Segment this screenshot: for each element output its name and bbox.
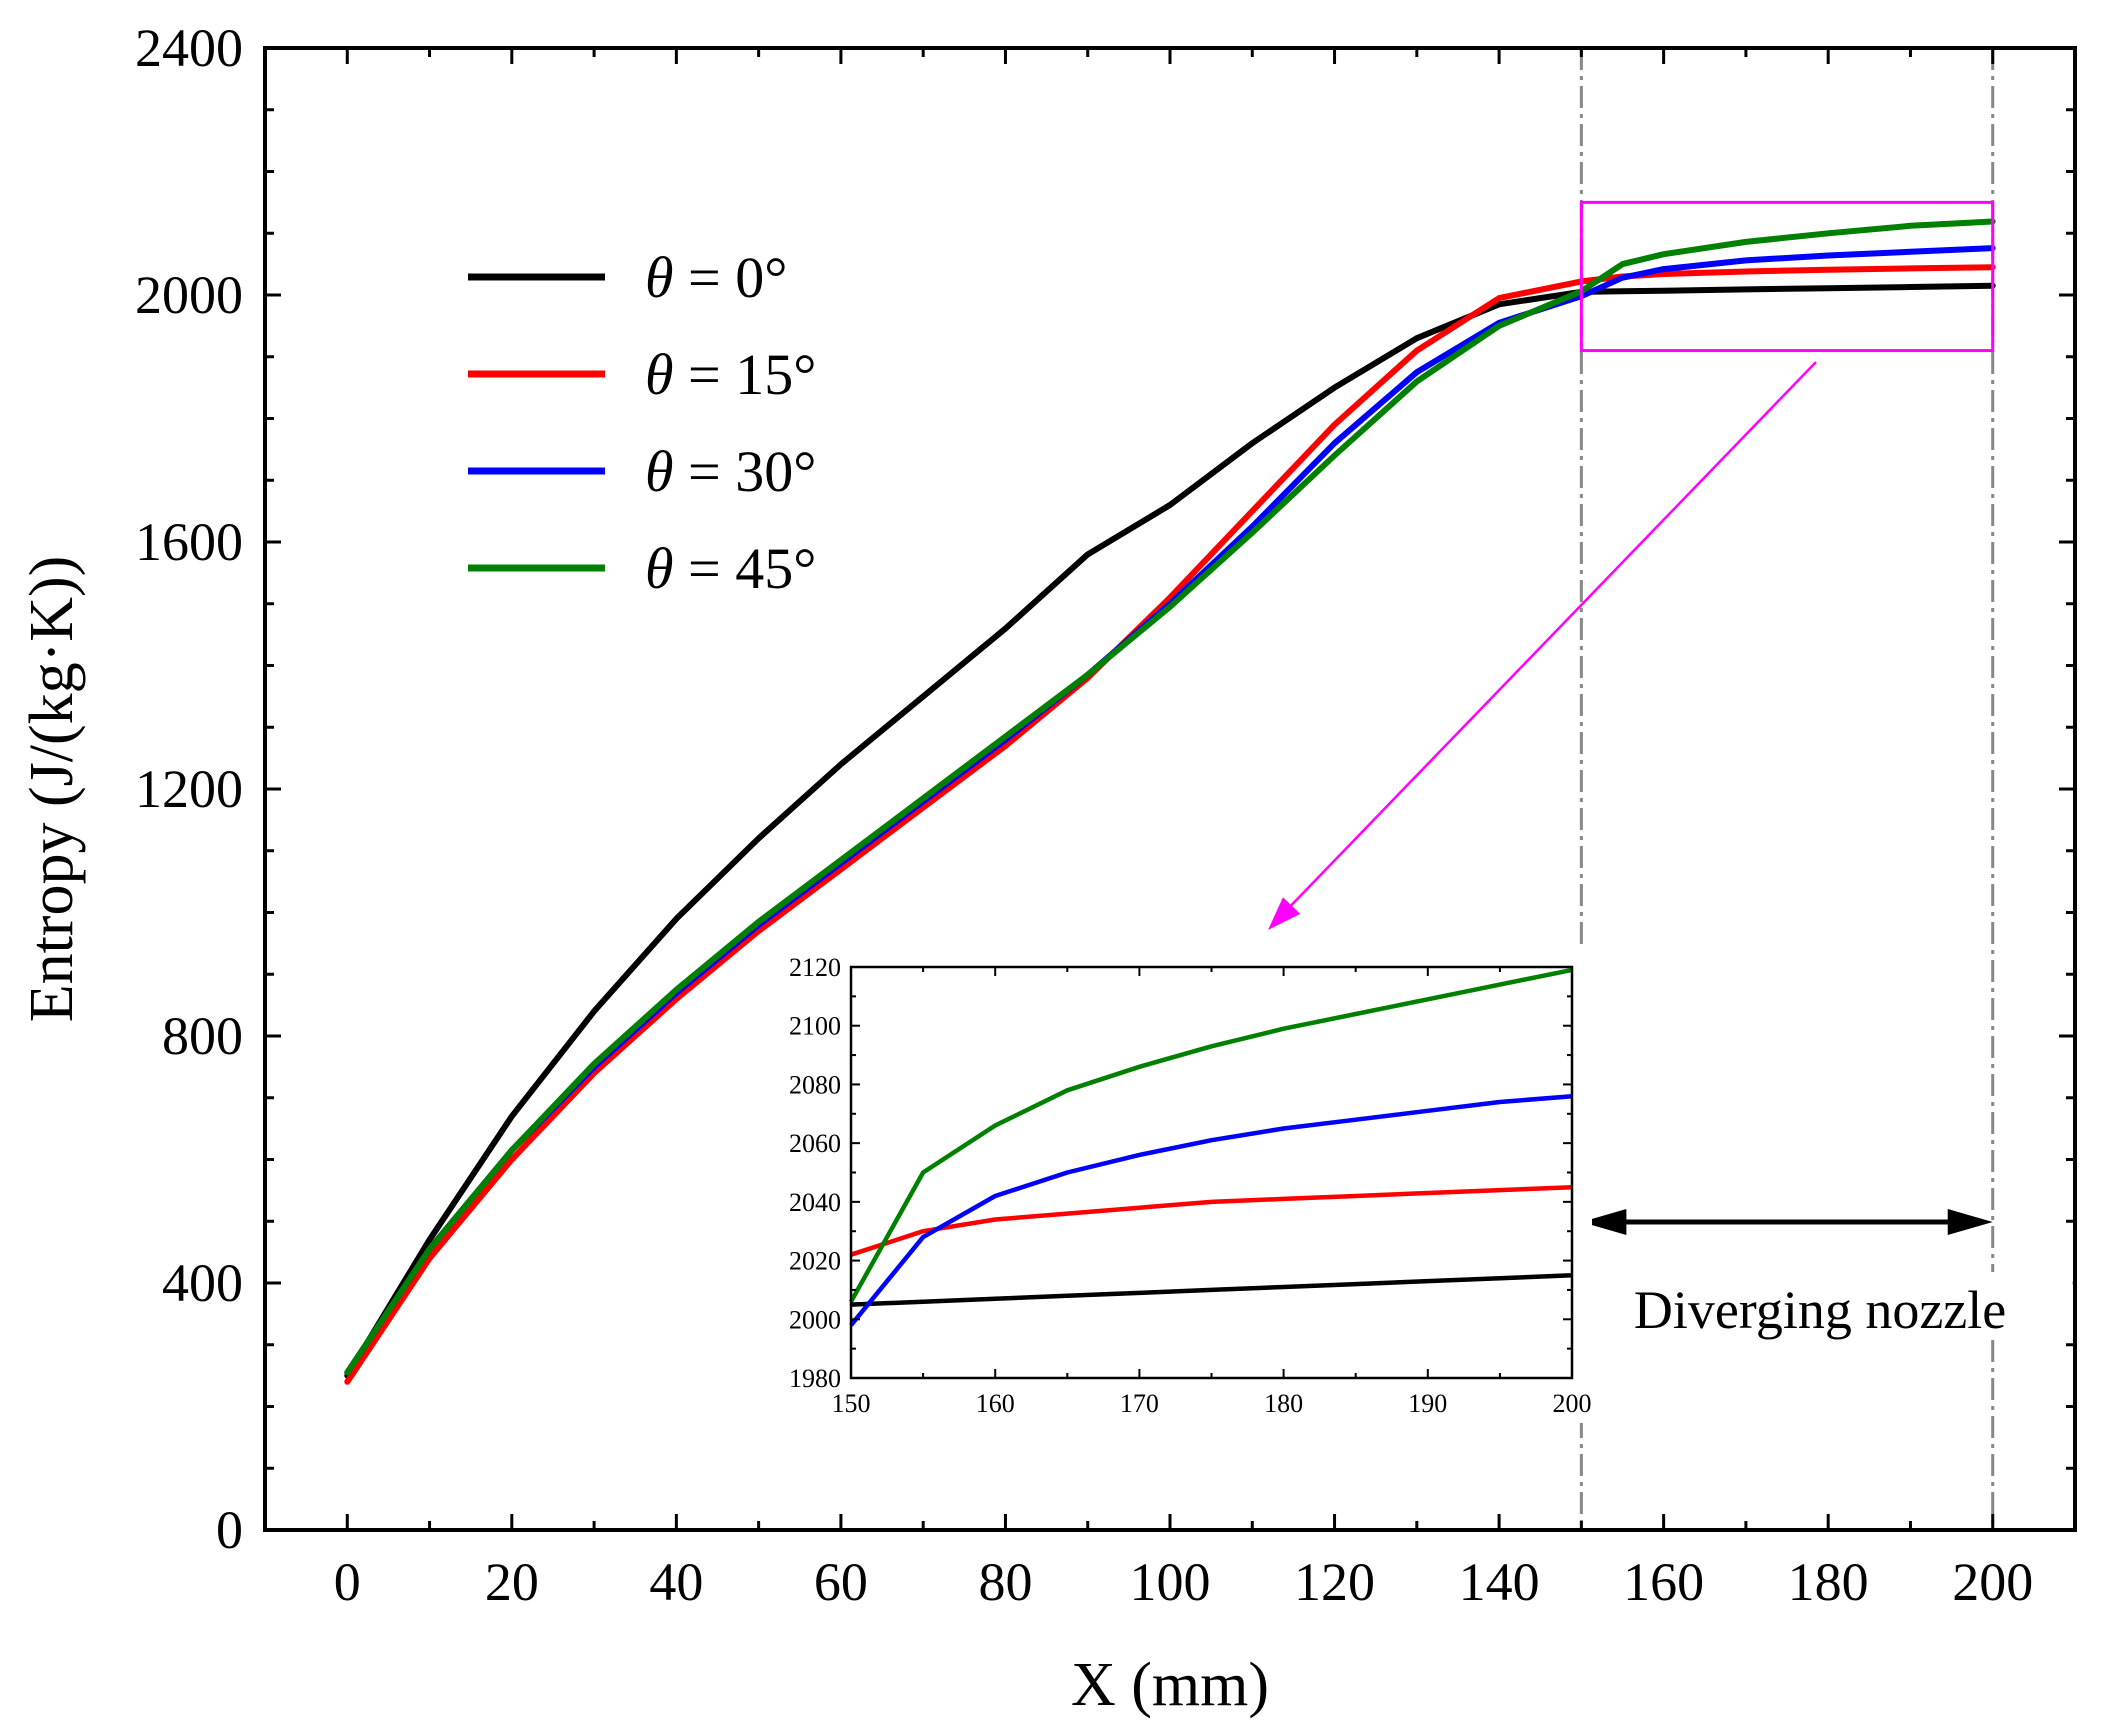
legend: θ = 0°θ = 15°θ = 30°θ = 45° xyxy=(468,245,816,601)
x-tick-label: 160 xyxy=(1623,1552,1704,1612)
legend-label-3: θ = 45° xyxy=(645,536,816,601)
y-tick-label: 1600 xyxy=(135,512,243,572)
x-tick-label: 180 xyxy=(1788,1552,1869,1612)
inset-series-line-45deg xyxy=(849,967,1573,1303)
y-axis-title: Entropy (J/(kg·K)) xyxy=(18,556,86,1023)
main-plot: 0 20 40 60 80 100 120 140 160 180 2000400800120016… xyxy=(18,18,2077,1719)
series-line-theta-45deg xyxy=(344,218,1996,1376)
inset-x-tick-label: 160 xyxy=(976,1389,1015,1418)
inset-y-tick-label: 2100 xyxy=(789,1012,841,1041)
diverging-nozzle-label: Diverging nozzle xyxy=(1634,1280,2006,1340)
y-tick-label: 0 xyxy=(216,1500,243,1560)
x-axis-title: X (mm) xyxy=(1071,1651,1269,1719)
zoom-indicator xyxy=(1268,200,1995,930)
legend-label-2: θ = 30° xyxy=(645,439,816,504)
inset-x-tick-label: 180 xyxy=(1264,1389,1303,1418)
inset-y-tick-label: 1980 xyxy=(789,1364,841,1393)
diverging-nozzle-annotation: Diverging nozzle xyxy=(1571,1209,2073,1340)
inset-y-tick-label: 2120 xyxy=(789,953,841,982)
x-tick-label: 120 xyxy=(1294,1552,1375,1612)
inset-axis-ticks: 150 160 170 180 190 200 1980 2000 2020 2040 2060 20… xyxy=(789,953,1592,1418)
main-axis-ticks: 0 20 40 60 80 100 120 140 160 180 2000400800120016… xyxy=(135,18,2075,1612)
y-tick-label: 2000 xyxy=(135,265,243,325)
inset-series-line-15deg xyxy=(850,1184,1573,1257)
inset-x-tick-label: 150 xyxy=(832,1389,871,1418)
main-series-group xyxy=(344,218,1996,1385)
legend-label-0: θ = 0° xyxy=(645,245,787,310)
x-tick-label: 80 xyxy=(978,1552,1032,1612)
inset-y-tick-label: 2000 xyxy=(789,1305,841,1334)
zoom-pointer-arrow xyxy=(1279,361,1817,918)
series-line-theta-0deg xyxy=(344,282,1996,1379)
x-tick-label: 200 xyxy=(1952,1552,2033,1612)
x-tick-label: 20 xyxy=(485,1552,539,1612)
legend-theta-symbol: θ xyxy=(645,245,674,310)
x-tick-label: 100 xyxy=(1130,1552,1211,1612)
inset-y-tick-label: 2040 xyxy=(789,1188,841,1217)
y-tick-label: 800 xyxy=(162,1006,243,1066)
double-arrow-right-head xyxy=(1947,1209,1993,1235)
legend-theta-symbol: θ xyxy=(645,439,674,504)
inset-series-group xyxy=(849,967,1573,1327)
legend-value-text: = 30° xyxy=(674,439,817,504)
y-tick-label: 400 xyxy=(162,1253,243,1313)
inset-y-tick-label: 2020 xyxy=(789,1247,841,1276)
inset-x-tick-label: 200 xyxy=(1553,1389,1592,1418)
y-tick-label: 1200 xyxy=(135,759,243,819)
inset-y-tick-label: 2060 xyxy=(789,1129,841,1158)
x-tick-label: 40 xyxy=(649,1552,703,1612)
legend-label-1: θ = 15° xyxy=(645,342,816,407)
y-tick-label: 2400 xyxy=(135,18,243,78)
inset-background xyxy=(761,947,1592,1423)
x-tick-label: 140 xyxy=(1459,1552,1540,1612)
legend-theta-symbol: θ xyxy=(645,536,674,601)
legend-value-text: = 0° xyxy=(674,245,788,310)
inset-x-tick-label: 170 xyxy=(1120,1389,1159,1418)
inset-plot: 150 160 170 180 190 200 1980 2000 2020 2040 2060 20… xyxy=(761,947,1592,1423)
annotation-label-background xyxy=(1571,1272,2073,1340)
legend-value-text: = 45° xyxy=(674,536,817,601)
inset-y-tick-label: 2080 xyxy=(789,1070,841,1099)
x-tick-label: 0 xyxy=(334,1552,361,1612)
double-arrow-left-head xyxy=(1581,1209,1627,1235)
series-line-theta-15deg xyxy=(344,264,1996,1385)
inset-x-tick-label: 190 xyxy=(1408,1389,1447,1418)
x-tick-label: 60 xyxy=(814,1552,868,1612)
inset-series-line-0deg xyxy=(850,1273,1573,1307)
inset-series-line-30deg xyxy=(849,1093,1573,1327)
zoom-box xyxy=(1579,200,1995,353)
legend-theta-symbol: θ xyxy=(645,342,674,407)
zoom-pointer-arrowhead xyxy=(1268,897,1301,930)
legend-value-text: = 15° xyxy=(674,342,817,407)
